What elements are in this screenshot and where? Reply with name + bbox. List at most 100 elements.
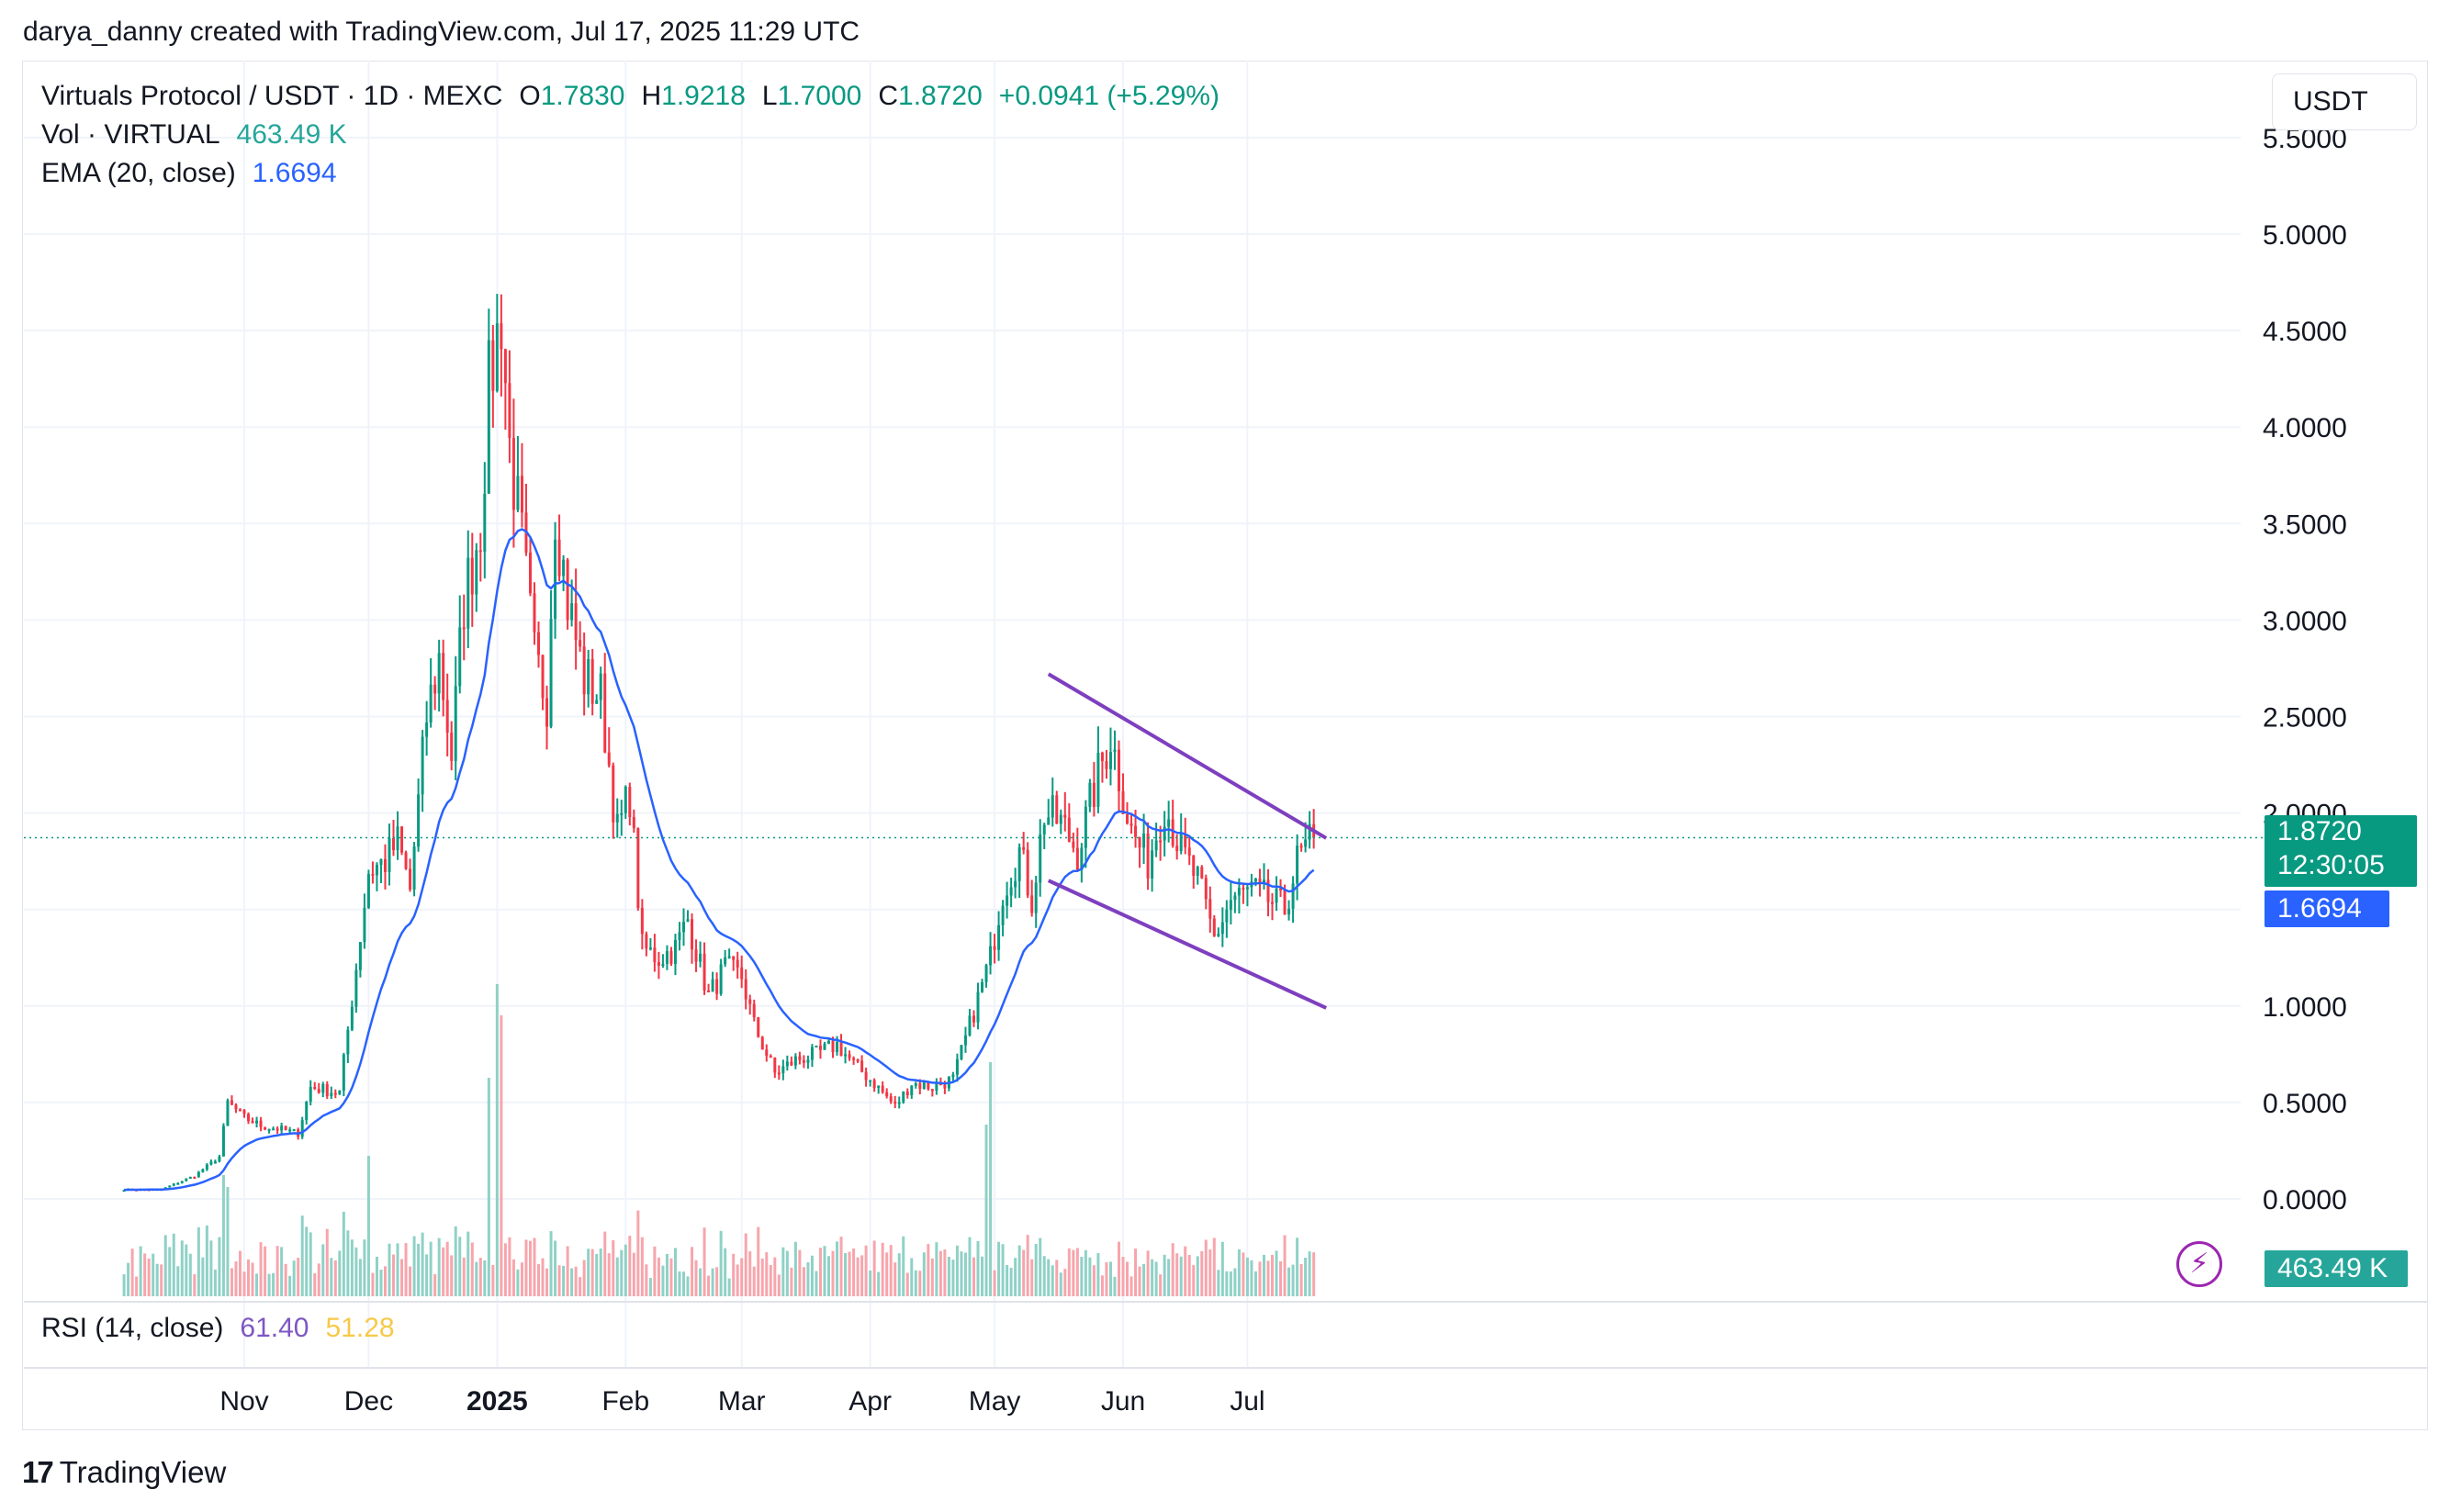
candle-body: [1039, 834, 1042, 883]
volume-bar: [897, 1253, 901, 1296]
volume-legend[interactable]: Vol · VIRTUAL 463.49 K: [41, 119, 347, 151]
volume-bar: [1117, 1241, 1120, 1296]
volume-bar: [209, 1240, 213, 1296]
candle-body: [889, 1096, 893, 1102]
candle-body: [1121, 790, 1125, 814]
volume-bar: [1299, 1263, 1303, 1296]
volume-bar: [632, 1252, 635, 1296]
volume-bar: [1192, 1265, 1196, 1296]
volume-bar: [275, 1246, 279, 1296]
volume-bar: [1134, 1249, 1138, 1296]
candle-body: [557, 539, 561, 577]
currency-button[interactable]: USDT: [2272, 73, 2417, 130]
candle-body: [495, 323, 499, 391]
low-key: L: [761, 81, 778, 111]
candle-body: [188, 1177, 192, 1180]
rsi-legend[interactable]: RSI (14, close) 61.40 51.28: [41, 1313, 395, 1344]
volume-bar: [1006, 1265, 1009, 1296]
x-tick-label: Dec: [344, 1386, 393, 1417]
volume-bar: [163, 1235, 167, 1296]
candle-body: [1275, 888, 1278, 903]
candle-body: [487, 340, 490, 494]
volume-bar: [433, 1273, 437, 1296]
volume-bar: [1163, 1254, 1166, 1296]
candle-body: [554, 539, 557, 620]
candle-body: [607, 752, 611, 766]
tradingview-logo[interactable]: 17 TradingView: [22, 1455, 226, 1490]
candle-body: [1017, 846, 1021, 881]
volume-bar: [350, 1239, 354, 1296]
candle-body: [185, 1178, 188, 1182]
candle-body: [1105, 761, 1108, 769]
volume-bar: [1092, 1265, 1096, 1296]
candle-body: [612, 765, 615, 823]
lightning-bolt-icon[interactable]: ⚡: [2176, 1241, 2222, 1287]
candle-body: [810, 1047, 814, 1060]
volume-bar: [213, 1269, 217, 1296]
x-tick-label: Feb: [601, 1386, 649, 1417]
ema-legend[interactable]: EMA (20, close) 1.6694: [41, 158, 337, 189]
volume-bar: [1159, 1274, 1163, 1296]
candle-body: [1108, 752, 1112, 769]
candle-body: [1167, 819, 1171, 827]
close-key: C: [878, 81, 899, 111]
volume-bar: [1129, 1276, 1133, 1296]
low-value: 1.7000: [777, 81, 862, 111]
volume-bar: [511, 1259, 515, 1296]
candle-body: [603, 673, 607, 753]
candle-body: [1059, 814, 1062, 824]
volume-bar: [885, 1252, 889, 1296]
symbol-title[interactable]: Virtuals Protocol / USDT · 1D · MEXC: [41, 81, 503, 111]
candle-body: [205, 1164, 208, 1170]
candle-body: [1217, 934, 1220, 936]
volume-bar: [442, 1247, 445, 1296]
volume-bar: [421, 1232, 424, 1296]
volume-bar: [234, 1260, 238, 1296]
candle-body: [997, 924, 1001, 950]
candle-body: [902, 1092, 905, 1103]
candle-body: [238, 1109, 242, 1112]
volume-bar: [823, 1246, 826, 1296]
volume-bar: [1030, 1259, 1034, 1296]
volume-bar: [582, 1260, 586, 1296]
volume-bar: [748, 1251, 752, 1296]
candle-body: [661, 963, 665, 966]
candle-body: [579, 640, 582, 647]
y-tick-label: 4.0000: [2263, 413, 2347, 443]
volume-bar: [1154, 1261, 1158, 1296]
candle-body: [230, 1100, 233, 1105]
volume-bar: [388, 1243, 391, 1296]
symbol-legend[interactable]: Virtuals Protocol / USDT · 1D · MEXC O 1…: [41, 81, 1219, 112]
volume-bar: [325, 1228, 329, 1296]
volume-bar: [1237, 1249, 1241, 1296]
volume-bar: [1279, 1260, 1283, 1296]
volume-bar: [905, 1272, 909, 1296]
candle-body: [699, 953, 702, 962]
volume-bar: [815, 1271, 818, 1296]
candle-body: [267, 1128, 271, 1131]
volume-bar: [1034, 1244, 1038, 1296]
volume-bar: [852, 1248, 856, 1296]
volume-bar: [478, 1258, 482, 1296]
volume-bar: [760, 1258, 764, 1296]
volume-bar: [744, 1233, 747, 1296]
candle-body: [707, 990, 711, 992]
volume-bar: [724, 1248, 727, 1296]
candle-body: [951, 1074, 955, 1078]
candle-body: [1163, 826, 1166, 841]
y-tick-label: 1.0000: [2263, 992, 2347, 1023]
volume-bar: [193, 1274, 197, 1296]
candle-body: [462, 627, 466, 630]
candle-body: [371, 873, 375, 876]
candle-body: [802, 1059, 805, 1063]
rsi-label: RSI (14, close): [41, 1313, 224, 1343]
candle-body: [657, 962, 660, 966]
volume-bar: [806, 1261, 810, 1296]
volume-bar: [1262, 1254, 1265, 1296]
candle-body: [1151, 850, 1154, 879]
volume-bar: [400, 1259, 404, 1296]
candle-body: [935, 1083, 938, 1091]
volume-bar: [1017, 1245, 1021, 1296]
